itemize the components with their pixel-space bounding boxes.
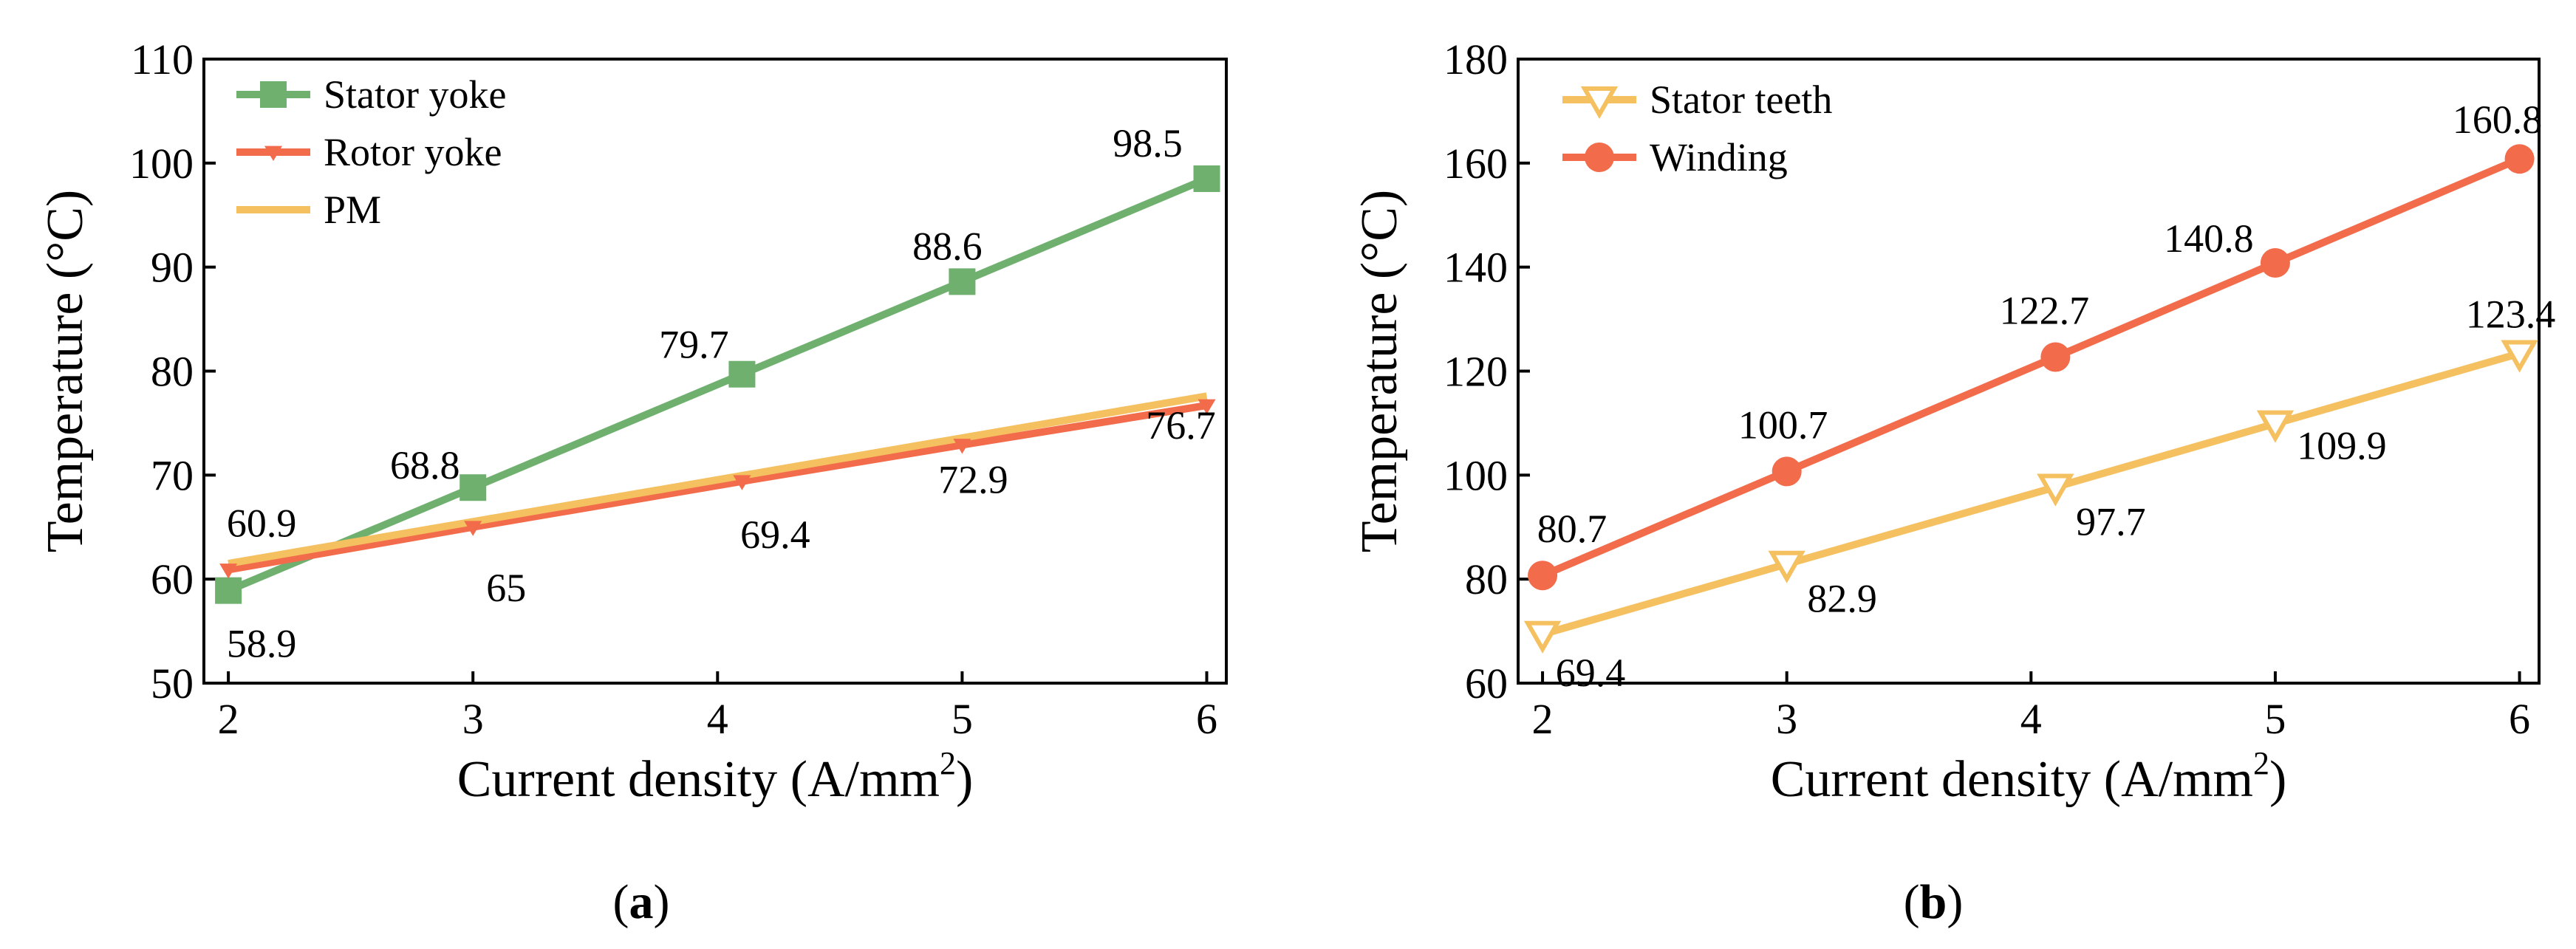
x-axis-label-superscript: 2 xyxy=(2253,745,2269,781)
data-label: 97.7 xyxy=(2076,500,2146,544)
y-tick-label: 140 xyxy=(1444,244,1508,292)
y-tick-label: 70 xyxy=(151,451,194,499)
series-line-1 xyxy=(228,402,1208,574)
legend-swatch-marker xyxy=(264,145,282,161)
data-label: 123.4 xyxy=(2466,292,2556,337)
series-line-0 xyxy=(1541,349,2521,638)
data-label: 140.8 xyxy=(2164,216,2254,261)
data-label: 80.7 xyxy=(1537,507,1608,551)
data-point-marker xyxy=(219,563,238,579)
data-label: 79.7 xyxy=(659,323,729,367)
data-point-marker xyxy=(733,475,751,490)
data-label: 69.4 xyxy=(740,513,810,557)
y-tick-label: 50 xyxy=(151,659,194,708)
legend-swatch-marker xyxy=(1585,143,1614,172)
data-point-marker xyxy=(953,439,971,454)
data-point-marker xyxy=(2256,410,2295,443)
data-point-marker xyxy=(1198,399,1216,414)
x-tick-label: 3 xyxy=(1776,695,1797,743)
y-tick-label: 100 xyxy=(1444,451,1508,499)
x-tick-label: 2 xyxy=(218,695,239,743)
y-tick-label: 120 xyxy=(1444,348,1508,396)
y-tick-label: 180 xyxy=(1444,35,1508,83)
x-tick-label: 6 xyxy=(2509,695,2530,743)
chart-panel-b: 2 3 4 5 6 60 80 100 120 140 160 180 Current density … xyxy=(1351,35,2555,929)
series-line-1 xyxy=(1541,155,2521,579)
y-axis-label: Temperature (°C) xyxy=(1351,190,1408,552)
data-label: 122.7 xyxy=(2000,288,2090,332)
data-label: 82.9 xyxy=(1807,577,1877,621)
data-label: 160.8 xyxy=(2453,97,2543,142)
y-tick-label: 160 xyxy=(1444,140,1508,188)
data-label: 76.7 xyxy=(1146,403,1216,448)
legend-entry: Stator teeth xyxy=(1650,78,1832,122)
x-tick-label: 2 xyxy=(1532,695,1554,743)
x-axis-label-text: Current density (A/mm xyxy=(1771,751,2253,808)
data-label: 58.9 xyxy=(227,622,297,666)
x-axis-label-text: Current density (A/mm xyxy=(457,751,940,808)
data-point-marker xyxy=(1772,456,1802,487)
x-axis-label-superscript: 2 xyxy=(940,745,956,781)
data-point-marker xyxy=(1193,165,1220,192)
panel-label: (a) xyxy=(613,875,670,929)
x-tick-label: 5 xyxy=(2264,695,2286,743)
panel-label-letter: a xyxy=(629,875,654,929)
x-axis-label: Current density (A/mm2) xyxy=(1771,745,2287,808)
series-line-0 xyxy=(227,175,1209,595)
panel-label-letter: b xyxy=(1920,875,1947,929)
x-tick-label: 3 xyxy=(462,695,484,743)
data-point-marker xyxy=(2260,248,2290,278)
legend-entry: PM xyxy=(324,188,381,232)
data-label: 60.9 xyxy=(227,501,297,545)
data-label: 65 xyxy=(486,566,526,610)
x-axis-label-close: ) xyxy=(956,751,973,808)
data-point-marker xyxy=(1768,550,1805,583)
y-axis-label: Temperature (°C) xyxy=(37,190,94,552)
data-point-marker xyxy=(459,474,487,501)
panel-label-open: ( xyxy=(613,875,629,929)
x-tick-label: 6 xyxy=(1196,695,1217,743)
data-point-marker xyxy=(1528,561,1558,591)
y-tick-label: 60 xyxy=(151,555,194,603)
x-tick-label: 4 xyxy=(707,695,728,743)
legend-entry: Winding xyxy=(1650,135,1788,179)
data-label: 98.5 xyxy=(1113,121,1183,165)
series-line-2 xyxy=(228,392,1208,567)
x-axis-label: Current density (A/mm2) xyxy=(457,745,974,808)
data-point-marker xyxy=(2040,342,2071,372)
data-point-marker xyxy=(2037,473,2074,507)
panel-label: (b) xyxy=(1904,875,1964,929)
x-axis-label-close: ) xyxy=(2269,751,2286,808)
y-tick-label: 60 xyxy=(1465,659,1508,708)
legend-entry: Rotor yoke xyxy=(324,130,502,174)
data-label: 88.6 xyxy=(912,224,983,268)
x-tick-label: 4 xyxy=(2020,695,2042,743)
panel-label-open: ( xyxy=(1904,875,1920,929)
x-tick-label: 5 xyxy=(952,695,973,743)
data-point-marker xyxy=(215,577,242,604)
y-tick-label: 80 xyxy=(151,348,194,396)
panel-label-close: ) xyxy=(1947,875,1963,929)
data-point-marker xyxy=(1523,620,1562,654)
data-label: 72.9 xyxy=(938,457,1008,501)
data-label: 100.7 xyxy=(1738,402,1828,447)
data-point-marker xyxy=(464,521,482,536)
legend-swatch-marker xyxy=(1580,86,1619,120)
y-tick-label: 80 xyxy=(1465,555,1508,603)
legend-entry: Stator yoke xyxy=(324,72,506,117)
data-point-marker xyxy=(2501,340,2538,373)
data-point-marker xyxy=(2504,144,2535,174)
data-label: 109.9 xyxy=(2297,424,2387,468)
data-point-marker xyxy=(949,268,976,295)
y-tick-label: 100 xyxy=(129,140,194,188)
data-label: 68.8 xyxy=(390,443,460,487)
chart-panel-a: 2 3 4 5 6 50 60 70 80 90 100 110 Current density (A/… xyxy=(37,35,1228,929)
y-tick-label: 90 xyxy=(151,244,194,292)
panel-label-close: ) xyxy=(654,875,670,929)
y-tick-label: 110 xyxy=(131,35,194,83)
legend-swatch-marker xyxy=(260,81,287,108)
data-point-marker xyxy=(728,360,756,388)
data-label: 69.4 xyxy=(1556,651,1626,695)
